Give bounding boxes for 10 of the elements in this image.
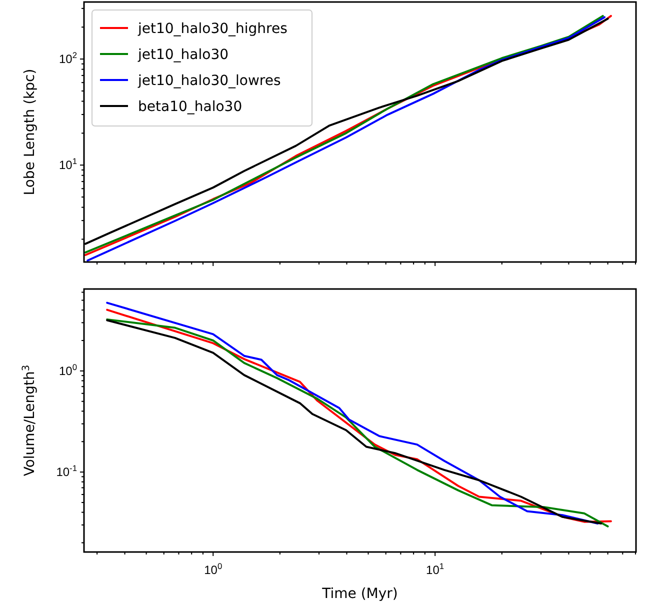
y-axis-title: Lobe Length (kpc) [22,68,38,196]
y-tick-label: 10$^{0}$ [58,362,78,378]
legend-label: jet10_halo30_highres [137,20,288,37]
y-tick-label: 10$^{2}$ [58,50,78,66]
legend-label: jet10_halo30_lowres [137,72,281,89]
legend-label: jet10_halo30 [137,46,229,63]
y-tick-label: 10$^{1}$ [58,156,78,172]
legend-label: beta10_halo30 [138,98,242,115]
x-axis-title: Time (Myr) [321,586,398,602]
y-tick-label: 10$^{-1}$ [56,462,78,479]
